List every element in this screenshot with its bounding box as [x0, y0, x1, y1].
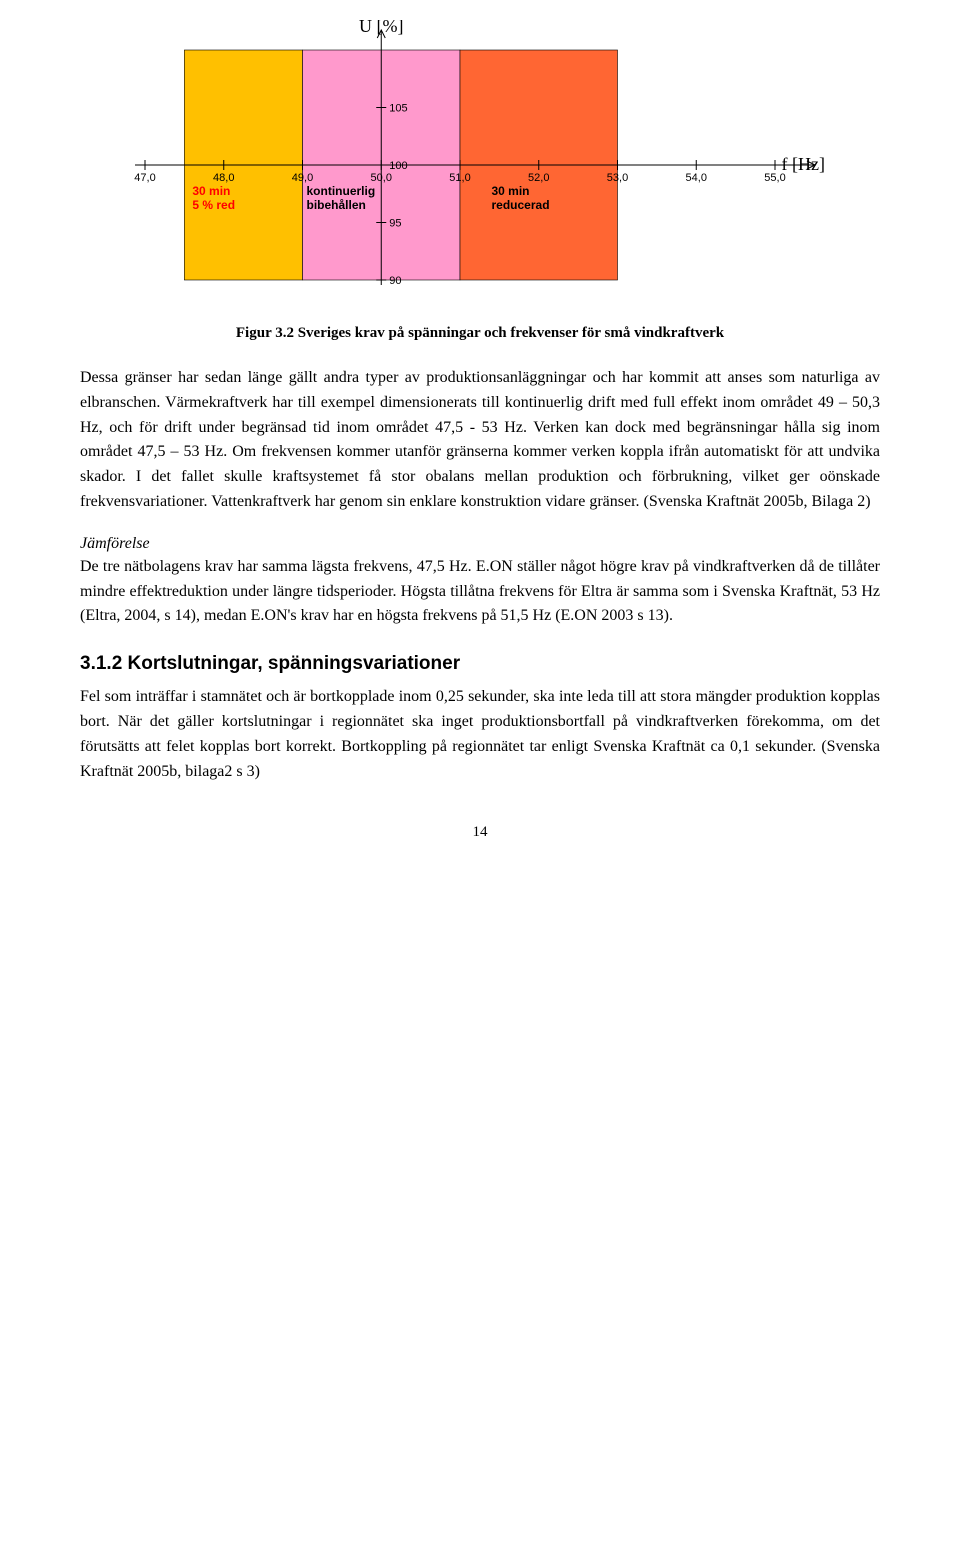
- figure-caption: Figur 3.2 Sveriges krav på spänningar oc…: [80, 325, 880, 342]
- svg-text:105: 105: [389, 103, 407, 115]
- svg-text:52,0: 52,0: [528, 172, 549, 184]
- svg-text:47,0: 47,0: [134, 172, 155, 184]
- svg-text:50,0: 50,0: [371, 172, 392, 184]
- paragraph-2: De tre nätbolagens krav har samma lägsta…: [80, 555, 880, 629]
- svg-text:reducerad: reducerad: [492, 198, 550, 212]
- svg-text:30 min: 30 min: [192, 184, 230, 198]
- svg-text:48,0: 48,0: [213, 172, 234, 184]
- svg-text:90: 90: [389, 275, 401, 287]
- section-heading-3-1-2: 3.1.2 Kortslutningar, spänningsvariation…: [80, 653, 880, 675]
- svg-text:51,0: 51,0: [449, 172, 470, 184]
- svg-text:95: 95: [389, 218, 401, 230]
- frequency-voltage-chart: 47,048,049,050,051,052,053,054,055,09095…: [125, 20, 835, 300]
- paragraph-3: Fel som inträffar i stamnätet och är bor…: [80, 685, 880, 784]
- svg-text:30 min: 30 min: [492, 184, 530, 198]
- page-number: 14: [80, 824, 880, 841]
- comparison-subheading: Jämförelse: [80, 535, 880, 553]
- svg-text:53,0: 53,0: [607, 172, 628, 184]
- svg-text:f [Hz]: f [Hz]: [782, 154, 825, 174]
- chart-container: 47,048,049,050,051,052,053,054,055,09095…: [125, 20, 835, 305]
- svg-text:bibehållen: bibehållen: [307, 198, 366, 212]
- paragraph-1: Dessa gränser har sedan länge gällt andr…: [80, 366, 880, 515]
- svg-text:U [%]: U [%]: [359, 20, 403, 36]
- svg-text:54,0: 54,0: [686, 172, 707, 184]
- svg-text:kontinuerlig: kontinuerlig: [307, 184, 376, 198]
- svg-text:100: 100: [389, 160, 407, 172]
- svg-text:5 % red: 5 % red: [192, 198, 235, 212]
- svg-text:49,0: 49,0: [292, 172, 313, 184]
